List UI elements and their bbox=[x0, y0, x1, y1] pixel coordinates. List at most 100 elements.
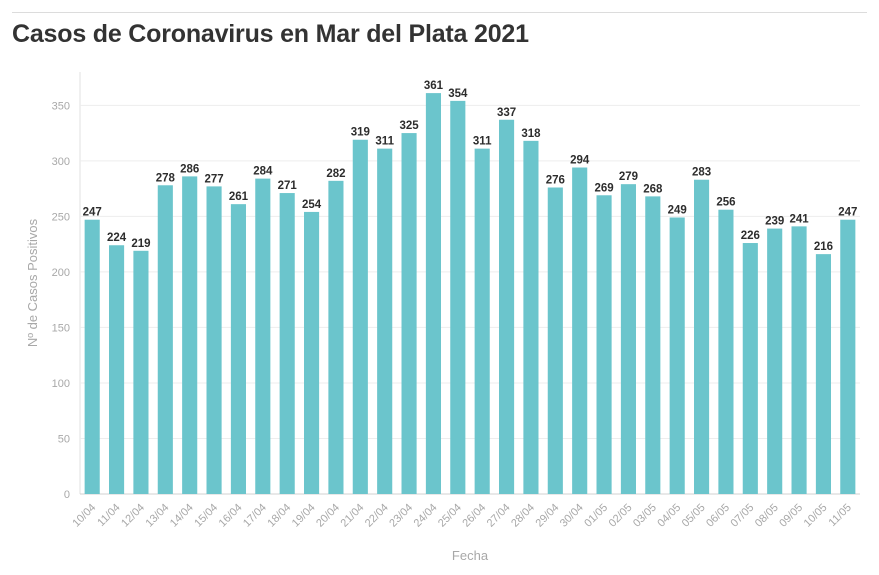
data-label: 276 bbox=[546, 174, 565, 186]
x-tick-label: 28/04 bbox=[509, 502, 537, 530]
x-tick-label: 07/05 bbox=[728, 502, 756, 530]
x-tick-label: 30/04 bbox=[558, 502, 586, 530]
x-tick-label: 22/04 bbox=[363, 502, 391, 530]
x-tick-label: 11/05 bbox=[827, 502, 854, 529]
x-tick-label: 27/04 bbox=[485, 502, 513, 530]
data-label: 279 bbox=[619, 171, 638, 183]
data-label: 319 bbox=[351, 127, 370, 139]
data-label: 271 bbox=[278, 180, 298, 192]
data-label: 277 bbox=[204, 173, 223, 185]
data-label: 283 bbox=[692, 167, 711, 179]
data-label: 226 bbox=[741, 230, 760, 242]
x-axis-ticks: 10/0411/0412/0413/0414/0415/0416/0417/04… bbox=[70, 502, 854, 530]
bar bbox=[523, 140, 539, 494]
bar bbox=[84, 219, 100, 494]
top-divider bbox=[12, 12, 867, 13]
bar bbox=[645, 196, 661, 494]
x-tick-label: 10/05 bbox=[802, 502, 830, 530]
data-label: 361 bbox=[424, 80, 444, 92]
y-tick-label: 250 bbox=[52, 211, 70, 223]
x-tick-label: 17/04 bbox=[241, 502, 269, 530]
x-tick-label: 14/04 bbox=[168, 502, 196, 530]
data-label: 311 bbox=[473, 136, 492, 148]
data-label: 268 bbox=[643, 183, 663, 195]
bar bbox=[157, 185, 173, 494]
data-label: 249 bbox=[668, 204, 687, 216]
x-tick-label: 09/05 bbox=[777, 502, 805, 530]
x-tick-label: 25/04 bbox=[436, 502, 464, 530]
x-tick-label: 05/05 bbox=[680, 502, 708, 530]
x-tick-label: 10/04 bbox=[70, 502, 98, 530]
data-label: 241 bbox=[789, 213, 809, 225]
x-tick-label: 08/05 bbox=[753, 502, 781, 530]
x-tick-label: 13/04 bbox=[143, 502, 171, 530]
x-tick-label: 11/04 bbox=[95, 502, 122, 529]
bar bbox=[596, 195, 612, 494]
bar bbox=[425, 93, 441, 494]
bar bbox=[109, 245, 125, 494]
x-tick-label: 20/04 bbox=[314, 502, 342, 530]
data-label: 325 bbox=[399, 120, 419, 132]
bar bbox=[304, 211, 320, 494]
data-label: 216 bbox=[814, 241, 833, 253]
bar bbox=[669, 217, 685, 494]
bar bbox=[352, 139, 368, 494]
y-tick-label: 100 bbox=[52, 378, 70, 390]
data-label: 278 bbox=[156, 172, 176, 184]
bar bbox=[230, 204, 246, 494]
x-axis-title: Fecha bbox=[452, 548, 489, 563]
chart-title: Casos de Coronavirus en Mar del Plata 20… bbox=[12, 20, 529, 48]
data-label: 247 bbox=[83, 207, 102, 219]
data-label: 239 bbox=[765, 216, 784, 228]
bar bbox=[328, 180, 344, 494]
x-tick-label: 21/04 bbox=[338, 502, 366, 530]
x-tick-label: 04/05 bbox=[655, 502, 683, 530]
data-label: 261 bbox=[229, 191, 249, 203]
bar bbox=[620, 184, 636, 495]
bar bbox=[377, 148, 393, 494]
data-label: 282 bbox=[326, 168, 345, 180]
bar bbox=[279, 193, 295, 494]
y-tick-label: 300 bbox=[52, 156, 70, 168]
x-tick-label: 03/05 bbox=[631, 502, 659, 530]
y-tick-label: 150 bbox=[52, 322, 70, 334]
x-tick-label: 01/05 bbox=[582, 502, 610, 530]
bar bbox=[547, 187, 563, 494]
bar bbox=[572, 167, 588, 495]
bar bbox=[474, 148, 490, 494]
y-tick-label: 200 bbox=[52, 267, 70, 279]
x-tick-label: 06/05 bbox=[704, 502, 732, 530]
x-tick-label: 26/04 bbox=[460, 502, 488, 530]
x-tick-label: 29/04 bbox=[533, 502, 561, 530]
x-tick-label: 23/04 bbox=[387, 502, 415, 530]
bar bbox=[767, 228, 783, 494]
data-label: 294 bbox=[570, 155, 590, 167]
bar bbox=[718, 209, 734, 494]
data-label: 256 bbox=[716, 197, 735, 209]
data-label: 286 bbox=[180, 163, 199, 175]
bar bbox=[791, 226, 807, 494]
bar bbox=[401, 133, 417, 494]
y-axis-title: Nº de Casos Positivos bbox=[25, 218, 40, 347]
bar bbox=[815, 254, 831, 494]
x-tick-label: 19/04 bbox=[290, 502, 318, 530]
data-label: 337 bbox=[497, 107, 516, 119]
data-label: 224 bbox=[107, 232, 127, 244]
data-label: 311 bbox=[375, 136, 394, 148]
bar bbox=[206, 186, 222, 494]
bar bbox=[694, 179, 710, 494]
y-tick-label: 350 bbox=[52, 100, 70, 112]
bar bbox=[450, 100, 466, 494]
bar bbox=[499, 119, 515, 495]
bar bbox=[255, 178, 271, 494]
data-label: 254 bbox=[302, 199, 322, 211]
y-tick-label: 0 bbox=[64, 489, 70, 501]
bars bbox=[84, 93, 856, 495]
data-label: 269 bbox=[594, 182, 613, 194]
bar bbox=[742, 243, 758, 494]
x-tick-label: 15/04 bbox=[192, 502, 220, 530]
x-tick-label: 24/04 bbox=[412, 502, 440, 530]
data-label: 284 bbox=[253, 166, 273, 178]
bar bbox=[133, 250, 149, 494]
x-tick-label: 18/04 bbox=[265, 502, 293, 530]
